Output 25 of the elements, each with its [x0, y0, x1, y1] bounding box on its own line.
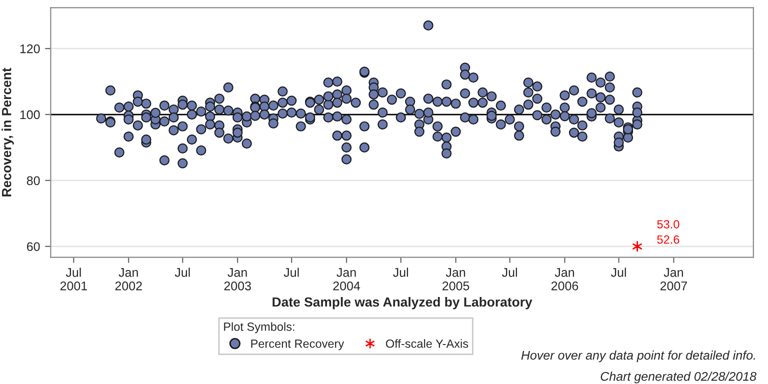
y-axis-title: Recovery, in Percent: [2, 68, 14, 196]
x-tick-label: Jul: [284, 268, 299, 277]
y-tick-label: 100: [20, 110, 40, 120]
x-tick-label: Jan 2003: [224, 268, 251, 290]
x-tick-label: Jul: [393, 268, 408, 277]
annotation: 53.0: [657, 220, 680, 228]
legend-label: Off-scale Y-Axis: [386, 339, 468, 348]
y-tick-label: 60: [27, 242, 40, 252]
annotation: 52.6: [657, 235, 680, 244]
x-tick-label: Jul: [502, 268, 517, 277]
legend-title: Plot Symbols:: [224, 322, 294, 334]
x-tick-label: Jul: [610, 268, 626, 277]
x-tick-label: Jan 2007: [660, 268, 687, 290]
x-tick-label: Jul: [174, 268, 190, 277]
text: Chart generated 02/28/2018: [600, 372, 756, 384]
y-tick-label: 80: [26, 176, 40, 186]
x-tick-label: Jan 2002: [115, 268, 142, 290]
legend-label: Percent Recovery: [251, 340, 344, 350]
y-tick-label: 120: [20, 44, 40, 54]
x-tick-label: Jan 2004: [333, 268, 360, 290]
x-tick-label: Jan 2005: [442, 268, 470, 290]
x-axis-title: Date Sample was Analyzed by Laboratory: [272, 296, 532, 310]
x-tick-label: Jan 2006: [551, 268, 578, 290]
x-tick-label: Jul 2001: [60, 268, 87, 290]
text: Hover over any data point for detailed info.: [521, 350, 755, 362]
